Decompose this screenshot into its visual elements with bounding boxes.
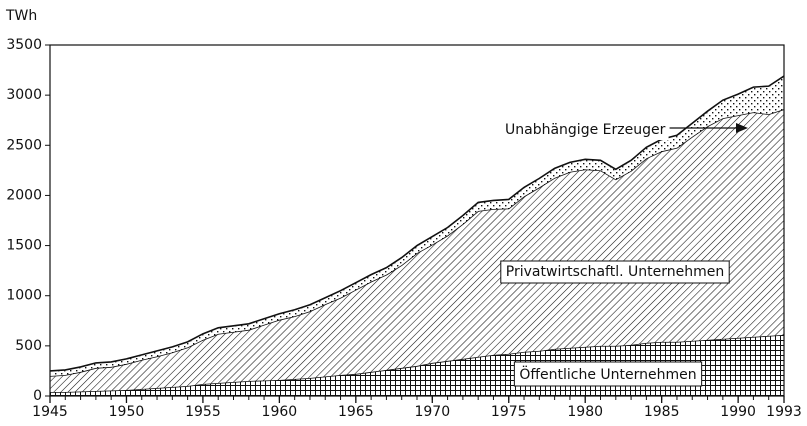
y-tick-label: 3000 [6, 87, 42, 103]
series-label-group: Unabhängige Erzeuger [502, 120, 748, 140]
x-tick-label: 1975 [491, 404, 527, 420]
area [50, 109, 784, 392]
y-tick-label: 1500 [6, 238, 42, 254]
x-tick-label: 1955 [185, 404, 221, 420]
series-label-group: Öffentliche Unternehmen [513, 361, 703, 387]
x-tick-label: 1970 [414, 404, 450, 420]
x-tick-label: 1993 [766, 404, 802, 420]
series-label-bg [502, 120, 669, 140]
x-tick-label: 1980 [567, 404, 603, 420]
y-tick-label: 2000 [6, 187, 42, 203]
series-label-box [513, 361, 703, 387]
series-label-box [500, 260, 730, 284]
y-tick-label: 500 [15, 338, 42, 354]
series-label: Unabhängige Erzeuger [505, 122, 666, 138]
x-tick-label: 1985 [644, 404, 680, 420]
y-tick-label: 3500 [6, 37, 42, 53]
x-tick-label: 1990 [720, 404, 756, 420]
x-tick-label: 1960 [262, 404, 298, 420]
x-tick-label: 1950 [109, 404, 145, 420]
series-label: Privatwirtschaftl. Unternehmen [506, 264, 724, 280]
x-tick-label: 1965 [338, 404, 374, 420]
y-axis-label: TWh [5, 8, 37, 24]
annotation-arrowhead [736, 123, 748, 133]
x-tick-label: 1945 [32, 404, 68, 420]
series-label: Öffentliche Unternehmen [519, 365, 696, 383]
y-tick-label: 1000 [6, 288, 42, 304]
y-tick-label: 0 [33, 388, 42, 404]
series-label-group: Privatwirtschaftl. Unternehmen [500, 260, 730, 284]
y-tick-label: 2500 [6, 137, 42, 153]
